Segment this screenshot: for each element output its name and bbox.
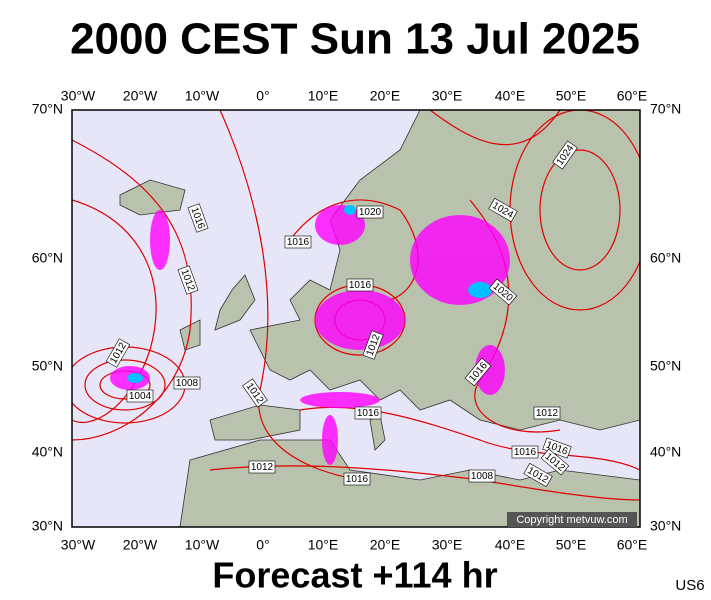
copyright: Copyright metvuw.com — [516, 514, 627, 526]
longitude-label-bottom: 10°E — [308, 537, 339, 553]
longitude-label-top: 30°E — [432, 88, 463, 104]
isobar-label: 1016 — [346, 278, 374, 292]
isobar-label: 1004 — [126, 389, 154, 403]
longitude-label-bottom: 30°E — [432, 537, 463, 553]
map-frame — [71, 109, 641, 528]
isobar-label: 1016 — [354, 406, 382, 420]
latitude-label-left: 60°N — [32, 250, 63, 266]
isobar-label: 1008 — [173, 376, 201, 390]
isobar-value: 1004 — [129, 391, 152, 402]
latitude-label-right: 30°N — [650, 518, 681, 534]
isobar-label-box — [356, 205, 384, 219]
latitude-label-left: 50°N — [32, 358, 63, 374]
isobar-label-box — [488, 197, 518, 223]
latitude-label-right: 40°N — [650, 444, 681, 460]
isobar-label: 1016 — [284, 235, 312, 249]
longitude-label-bottom: 20°W — [123, 537, 158, 553]
isobar-value: 1012 — [536, 408, 559, 419]
isobar-value: 1008 — [471, 471, 494, 482]
isobar-label: 1012 — [248, 460, 276, 474]
isobar-label-box — [242, 378, 268, 408]
isobar-label-box — [346, 278, 374, 292]
title: 2000 CEST Sun 13 Jul 2025 — [70, 15, 640, 64]
isobar-value: 1016 — [357, 408, 380, 419]
latitude-label-left: 40°N — [32, 444, 63, 460]
isobar-label-box — [464, 357, 492, 387]
isobar-label-box — [177, 265, 199, 295]
heavy-precipitation — [127, 205, 492, 383]
latitude-label-right: 70°N — [650, 101, 681, 117]
longitude-label-top: 40°E — [495, 88, 526, 104]
longitude-label-bottom: 50°E — [556, 537, 587, 553]
isobar-value: 1016 — [287, 237, 310, 248]
isobar-label-box — [362, 330, 384, 360]
model-code: US6 — [675, 577, 704, 594]
isobar-label-box — [126, 389, 154, 403]
longitude-label-bottom: 30°W — [61, 537, 96, 553]
longitude-label-bottom: 60°E — [617, 537, 648, 553]
longitude-label-top: 50°E — [556, 88, 587, 104]
longitude-label-top: 10°W — [185, 88, 220, 104]
isobar-label-box — [511, 445, 539, 459]
longitude-label-top: 60°E — [617, 88, 648, 104]
isobar-label-box — [173, 376, 201, 390]
isobar-label-box — [187, 203, 209, 233]
latitude-label-left: 30°N — [32, 518, 63, 534]
longitude-label-top: 0° — [256, 88, 269, 104]
longitude-label-top: 30°W — [61, 88, 96, 104]
isobar-label-box — [105, 338, 131, 368]
isobar-label-box — [343, 472, 371, 486]
isobar-value: 1016 — [349, 280, 372, 291]
longitude-label-bottom: 40°E — [495, 537, 526, 553]
forecast-label: Forecast +114 hr — [212, 555, 497, 596]
isobar-label-box — [488, 278, 518, 306]
isobar-label-box — [248, 460, 276, 474]
isobar-value: 1012 — [251, 462, 274, 473]
isobar-value: 1016 — [514, 447, 537, 458]
longitude-label-top: 10°E — [308, 88, 339, 104]
isobar-label-box — [284, 235, 312, 249]
longitude-label-bottom: 0° — [256, 537, 269, 553]
isobar-label: 1016 — [343, 472, 371, 486]
isobar-label: 1020 — [356, 205, 384, 219]
isobar-label-box — [523, 462, 553, 488]
longitude-label-bottom: 20°E — [370, 537, 401, 553]
copyright-box — [507, 512, 637, 527]
latitude-label-right: 50°N — [650, 358, 681, 374]
isobar-label-box — [540, 448, 570, 476]
isobar-value: 1020 — [359, 207, 382, 218]
isobar-label-box — [542, 437, 572, 459]
isobar-label-box — [552, 140, 578, 170]
longitude-label-top: 20°W — [123, 88, 158, 104]
isobar-label: 1016 — [511, 445, 539, 459]
isobar-label-box — [354, 406, 382, 420]
longitude-label-top: 20°E — [370, 88, 401, 104]
isobar-label: 1008 — [468, 469, 496, 483]
latitude-label-right: 60°N — [650, 250, 681, 266]
latitude-label-left: 70°N — [32, 101, 63, 117]
isobar-label: 1012 — [533, 406, 561, 420]
isobar-label-box — [468, 469, 496, 483]
isobar-label-box — [533, 406, 561, 420]
longitude-label-bottom: 10°W — [185, 537, 220, 553]
isobar-value: 1008 — [176, 378, 199, 389]
isobar-value: 1016 — [346, 474, 369, 485]
